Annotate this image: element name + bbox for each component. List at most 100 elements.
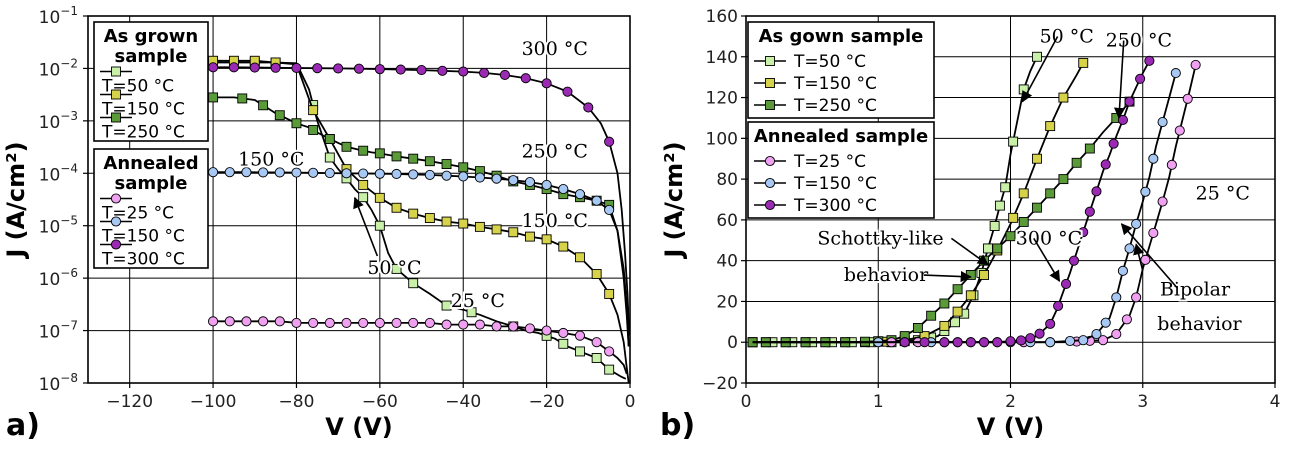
data-marker-square [912,323,923,333]
y-tick-label: 10−8 [39,371,78,395]
data-marker-square [558,338,569,349]
panel-letter: a) [6,408,40,443]
data-marker-square [1031,153,1042,164]
legend-entry-label: T=150 °C [793,74,877,94]
data-marker-circle [291,317,302,328]
annotation-arrow [950,237,989,266]
legend-marker-circle [764,199,776,211]
legend-marker-circle [764,177,776,189]
data-marker-square [1031,202,1042,213]
data-marker-square [604,288,615,299]
data-marker-square [965,290,976,301]
annotation-arrow [1113,40,1126,120]
y-tick-label: 40 [716,252,738,272]
data-marker-square [374,148,385,159]
annotation-arrow [1021,36,1059,103]
data-marker-square [208,92,219,103]
annotation-label: 150 °C [238,149,304,171]
legend-marker-circle [764,155,776,167]
data-marker-circle [270,62,281,73]
data-marker-circle [524,177,535,188]
data-marker-square [1031,51,1042,62]
data-marker-circle [979,337,990,348]
series [208,316,628,375]
data-marker-square [1018,188,1029,199]
annotation-label: 300 °C [1016,227,1082,249]
data-marker-circle [1068,255,1080,266]
data-marker-circle [558,184,569,195]
annotation-label: behavior [1157,313,1242,335]
data-marker-square [591,269,602,279]
data-marker-circle [583,102,594,113]
x-tick-label: 2 [1005,392,1016,412]
data-marker-circle [1131,292,1142,303]
series [752,55,1155,348]
data-marker-square [324,134,335,144]
x-tick-label: 0 [625,392,636,412]
data-marker-square [965,269,976,280]
data-marker-circle [1100,317,1111,328]
data-marker-circle [441,319,452,330]
annotation-label: 250 °C [522,141,588,163]
data-marker-circle [1091,329,1102,340]
data-marker-circle [1135,73,1146,84]
y-tick-label: 20 [716,292,738,312]
data-marker-circle [604,346,615,357]
data-marker-square [926,310,937,321]
data-marker-square [391,151,402,162]
data-marker-circle [1124,243,1135,254]
series [208,167,630,347]
data-marker-circle [324,168,335,179]
data-marker-square [324,152,335,163]
data-marker-circle [291,62,302,74]
data-marker-square [952,306,963,317]
data-marker-square [604,364,615,375]
legend-marker-square [765,56,775,66]
data-marker-circle [374,64,385,75]
data-marker-circle [1045,337,1056,348]
annotation-label: 300 °C [522,38,588,60]
data-marker-circle [353,63,365,74]
data-marker-circle [474,319,485,330]
legend-entry-label: T=300 °C [101,250,185,270]
x-tick-label: 0 [741,392,752,412]
data-marker-circle [458,171,469,182]
data-marker-circle [208,62,219,73]
data-marker-circle [258,316,269,327]
legend-entry-label: T=300 °C [793,196,877,216]
data-marker-square [491,224,502,235]
y-tick-label: 120 [706,89,738,109]
data-marker-square [1008,212,1019,223]
data-marker-square [441,159,452,170]
data-marker-square [508,227,519,238]
data-marker-square [1058,92,1069,103]
data-marker-square [391,202,402,213]
data-marker-circle [274,167,285,178]
legend-entry-label: T=250 °C [101,123,185,143]
data-marker-circle [391,168,402,180]
data-marker-circle [274,316,285,327]
data-marker-circle [558,327,569,339]
data-marker-circle [1131,218,1142,230]
data-marker-circle [520,73,531,84]
data-marker-square [258,100,269,111]
y-tick-label: 60 [716,211,738,231]
series [208,62,631,336]
data-marker-circle [341,317,352,328]
data-marker-square [441,300,452,311]
legend-box [747,21,935,119]
data-marker-circle [324,317,335,328]
data-marker-circle [249,62,260,73]
y-tick-label: −20 [702,374,738,394]
data-marker-circle [541,179,552,190]
legend-marker-circle [110,193,122,204]
data-marker-circle [416,65,427,76]
data-marker-circle [408,317,419,328]
data-marker-circle [1148,227,1159,238]
data-marker-circle [424,169,435,180]
data-marker-circle [312,63,323,74]
data-marker-circle [208,167,219,178]
data-marker-circle [604,136,615,147]
data-marker-square [591,353,602,363]
legend-marker-square [765,100,775,110]
